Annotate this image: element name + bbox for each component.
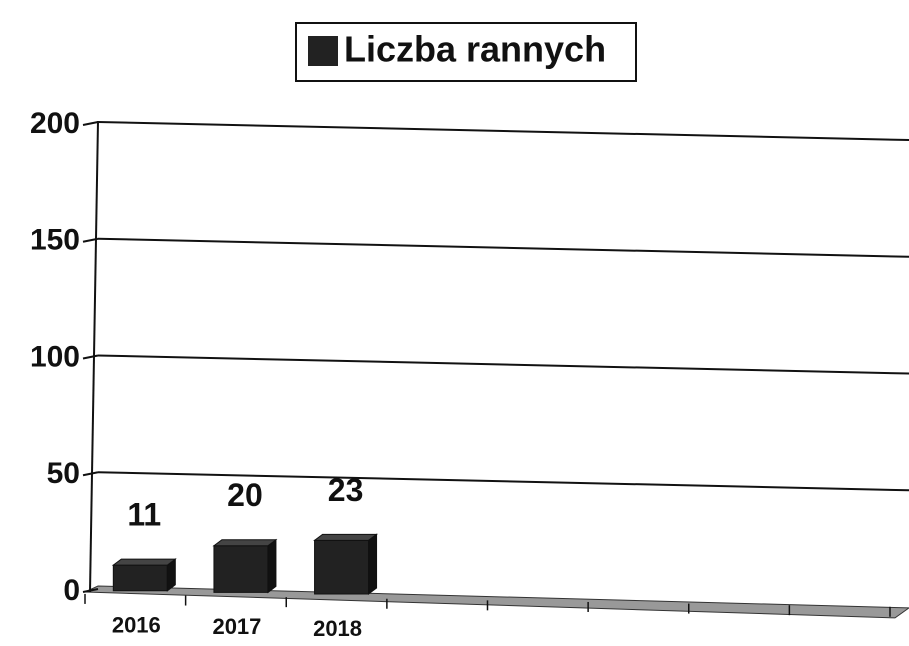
floor — [84, 585, 909, 619]
bar — [111, 558, 177, 592]
x-tick-label: 2017 — [212, 614, 261, 639]
y-tick — [82, 354, 99, 360]
bar-face — [112, 564, 168, 592]
bar — [313, 533, 379, 596]
y-tick-label: 50 — [47, 457, 80, 490]
grid-line — [97, 121, 909, 142]
y-tick-label: 100 — [30, 340, 80, 373]
y-tick — [82, 471, 99, 477]
y-tick — [82, 588, 99, 593]
x-tick-label: 2018 — [313, 616, 362, 641]
data-label: 23 — [328, 472, 364, 508]
y-tick — [82, 121, 99, 126]
bar-face — [111, 558, 177, 566]
x-tick-label: 2016 — [112, 613, 161, 638]
bar-face — [213, 545, 269, 593]
y-tick — [82, 237, 99, 243]
grid-line — [97, 471, 909, 492]
grid-line — [97, 237, 909, 258]
bar-face — [212, 539, 278, 547]
bar — [212, 538, 278, 594]
bar-face — [267, 538, 277, 594]
bar-face — [368, 533, 378, 596]
grid-line — [97, 354, 909, 375]
legend: Liczba rannych — [295, 22, 637, 82]
data-label: 20 — [227, 477, 263, 513]
legend-swatch — [308, 36, 338, 66]
y-tick-label: 200 — [30, 107, 80, 140]
bar-face — [313, 533, 379, 541]
y-tick-label: 0 — [63, 574, 80, 607]
legend-label: Liczba rannych — [344, 29, 606, 70]
bar-face — [314, 539, 370, 595]
legend-box — [295, 22, 637, 82]
data-label: 11 — [127, 497, 161, 533]
y-tick-label: 150 — [30, 224, 80, 257]
